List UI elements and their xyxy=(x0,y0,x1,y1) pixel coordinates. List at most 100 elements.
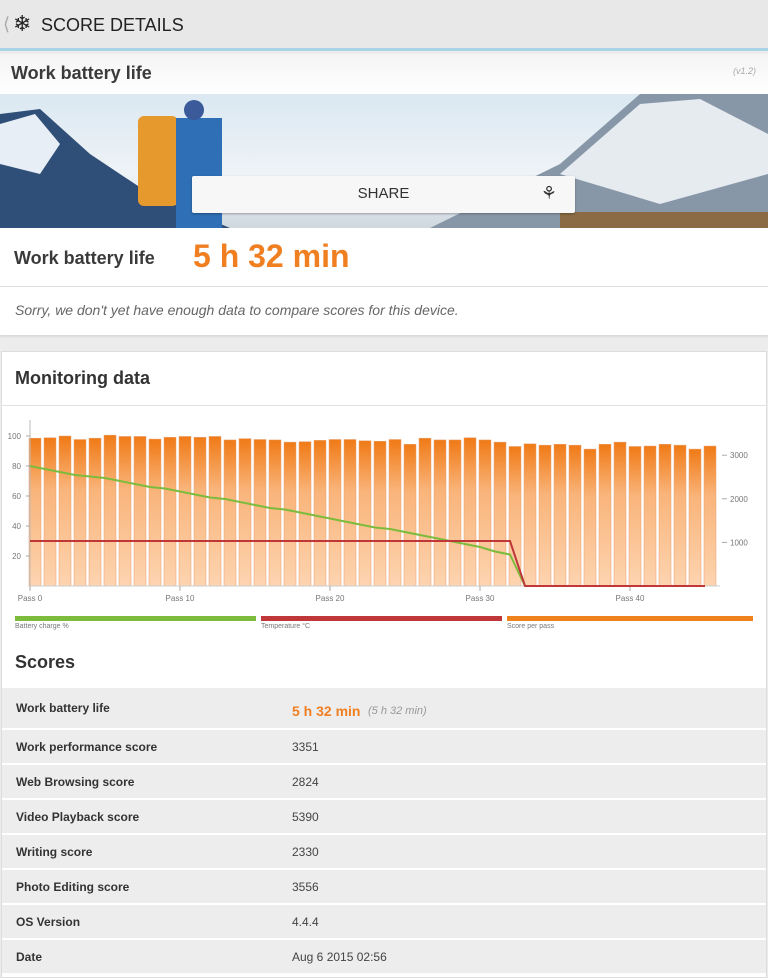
left-tick-label: 100 xyxy=(8,432,22,441)
legend-temperature-swatch xyxy=(261,616,502,621)
score-bar xyxy=(523,443,537,587)
score-bar xyxy=(493,441,507,587)
score-bar xyxy=(28,437,42,587)
score-label: Writing score xyxy=(16,845,93,859)
x-tick-label: Pass 20 xyxy=(316,594,345,603)
score-bar xyxy=(478,439,492,587)
score-secondary: (5 h 32 min) xyxy=(368,705,427,717)
score-bar xyxy=(223,439,237,587)
score-bar xyxy=(283,441,297,587)
legend-score-label: Score per pass xyxy=(507,623,555,630)
score-label: OS Version xyxy=(16,915,81,929)
left-tick-label: 80 xyxy=(12,462,21,471)
score-bar xyxy=(643,445,657,587)
score-row: OS Version 4.4.4 xyxy=(2,903,766,938)
snowflake-icon: ❄ xyxy=(13,11,32,36)
score-row: Work performance score 3351 xyxy=(2,728,766,763)
score-bar xyxy=(238,438,252,587)
left-tick-label: 60 xyxy=(12,492,21,501)
legend-temperature-label: Temperature °C xyxy=(261,623,311,630)
score-row: Work battery life 5 h 32 min (5 h 32 min) xyxy=(2,686,766,728)
share-button[interactable]: SHARE ⚘ xyxy=(192,176,575,213)
score-bar xyxy=(313,440,327,587)
score-bar xyxy=(88,437,102,587)
x-tick-label: Pass 0 xyxy=(18,594,43,603)
divider xyxy=(1,405,767,406)
app-title: SCORE DETAILS xyxy=(41,15,184,35)
score-bar xyxy=(148,438,162,587)
title-bar: Work battery life (v1.2) xyxy=(0,54,768,94)
score-bar xyxy=(253,439,267,587)
score-label: Photo Editing score xyxy=(16,880,130,894)
scores-title: Scores xyxy=(15,652,76,672)
score-value: Aug 6 2015 02:56 xyxy=(292,950,387,964)
x-tick-label: Pass 40 xyxy=(616,594,645,603)
share-icon: ⚘ xyxy=(540,183,557,203)
x-tick-label: Pass 30 xyxy=(466,594,495,603)
result-row: Work battery life 5 h 32 min xyxy=(0,228,768,287)
score-bar xyxy=(208,436,222,587)
share-label: SHARE xyxy=(357,185,410,202)
score-row: Video Playback score 5390 xyxy=(2,798,766,833)
chevron-left-icon[interactable]: ⟨ xyxy=(3,14,11,34)
score-bar xyxy=(133,436,147,587)
score-bar xyxy=(613,441,627,587)
score-label: Date xyxy=(16,950,43,964)
right-tick-label: 1000 xyxy=(730,538,748,547)
score-label: Work performance score xyxy=(16,740,158,754)
score-bar xyxy=(583,448,597,587)
score-bar xyxy=(448,439,462,587)
score-label: Video Playback score xyxy=(16,810,140,824)
result-label: Work battery life xyxy=(14,248,155,268)
score-value: 5390 xyxy=(292,810,319,824)
score-bar xyxy=(433,439,447,587)
right-tick-label: 2000 xyxy=(730,495,748,504)
score-bar xyxy=(658,444,672,587)
score-bar xyxy=(268,439,282,587)
score-bar xyxy=(163,437,177,587)
comparison-notice: Sorry, we don't yet have enough data to … xyxy=(0,287,768,335)
temperature-line xyxy=(30,540,705,587)
score-bar xyxy=(193,437,207,587)
score-bar xyxy=(328,439,342,587)
score-bar xyxy=(703,445,717,587)
score-row: Date Aug 6 2015 02:56 xyxy=(2,938,766,973)
score-bar xyxy=(418,437,432,587)
left-tick-label: 40 xyxy=(12,522,21,531)
notice-text: Sorry, we don't yet have enough data to … xyxy=(15,302,459,318)
result-value: 5 h 32 min xyxy=(193,238,350,274)
score-bar xyxy=(343,439,357,587)
score-bar xyxy=(403,444,417,587)
score-bar xyxy=(58,435,72,587)
version-label: (v1.2) xyxy=(732,66,756,76)
score-bar xyxy=(358,440,372,587)
app-header: ⟨ ❄ SCORE DETAILS xyxy=(0,0,768,51)
score-label: Work battery life xyxy=(16,701,110,715)
monitoring-chart: 20 40 60 80 100 1000 2000 3000 Pass 0 Pass 10 Pass… xyxy=(8,420,748,603)
score-bar xyxy=(598,444,612,587)
left-tick-label: 20 xyxy=(12,552,21,561)
score-row: Web Browsing score 2824 xyxy=(2,763,766,798)
score-value: 4.4.4 xyxy=(292,915,319,929)
right-tick-label: 3000 xyxy=(730,451,748,460)
score-row: Writing score 2330 xyxy=(2,833,766,868)
legend-battery-swatch xyxy=(15,616,256,621)
score-bar xyxy=(103,434,117,587)
score-bar xyxy=(568,444,582,587)
score-bar xyxy=(688,448,702,587)
score-row: Photo Editing score 3556 xyxy=(2,868,766,903)
score-bar xyxy=(553,444,567,587)
score-bar xyxy=(373,440,387,587)
score-bar xyxy=(73,439,87,587)
monitoring-title: Monitoring data xyxy=(15,368,150,388)
x-tick-label: Pass 10 xyxy=(166,594,195,603)
score-bar xyxy=(463,437,477,587)
battery-charge-line xyxy=(29,465,526,587)
score-bar xyxy=(388,439,402,587)
score-value: 5 h 32 min xyxy=(292,703,361,719)
page-title: Work battery life xyxy=(11,63,152,83)
score-bar xyxy=(43,437,57,587)
score-value: 2330 xyxy=(292,845,319,859)
score-bar xyxy=(628,446,642,587)
score-bar xyxy=(178,436,192,587)
